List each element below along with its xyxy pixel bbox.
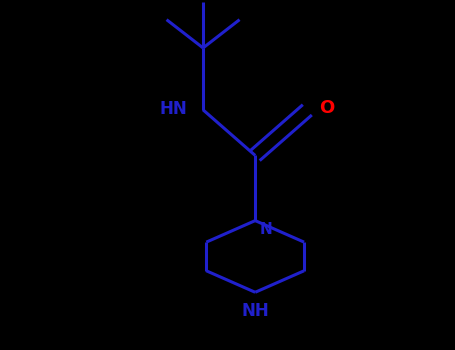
Text: O: O (318, 99, 334, 117)
Text: HN: HN (160, 100, 187, 118)
Text: NH: NH (241, 302, 269, 320)
Text: N: N (259, 222, 272, 237)
